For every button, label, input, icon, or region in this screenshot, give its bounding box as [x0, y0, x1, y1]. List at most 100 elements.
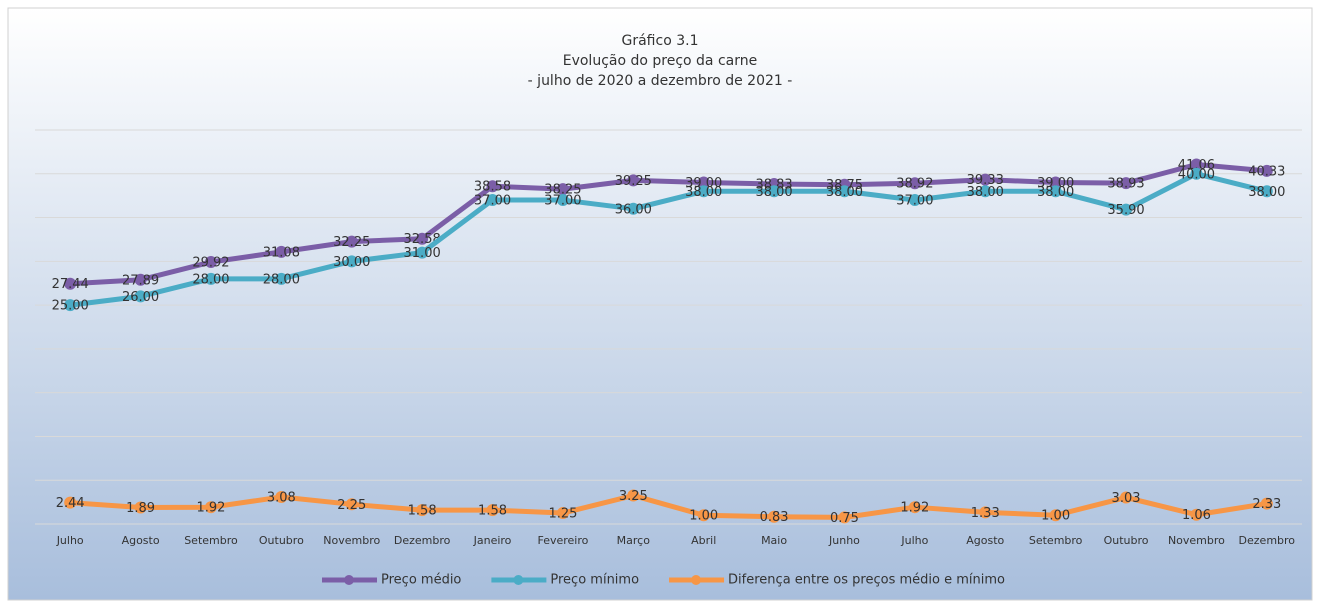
- data-label: 39.25: [615, 174, 652, 189]
- x-tick-label: Dezembro: [1239, 534, 1296, 547]
- series-line: [70, 161, 1268, 287]
- data-label: 2.44: [56, 496, 85, 511]
- point: [204, 272, 217, 285]
- point: [486, 180, 499, 193]
- point: [64, 299, 77, 312]
- point: [908, 501, 921, 514]
- point: [1120, 491, 1133, 504]
- point: [1120, 203, 1133, 216]
- x-tick-label: Novembro: [1168, 534, 1225, 547]
- point: [134, 290, 147, 303]
- x-tick-label: Outubro: [1104, 534, 1149, 547]
- data-label: 31.08: [263, 245, 300, 260]
- chart-title: - julho de 2020 a dezembro de 2021 -: [528, 73, 793, 89]
- point: [556, 194, 569, 207]
- data-label: 39.33: [967, 173, 1004, 188]
- point: [134, 273, 147, 286]
- data-label: 38.00: [826, 185, 863, 200]
- data-label: 31.00: [404, 246, 441, 261]
- point: [1190, 508, 1203, 521]
- data-label: 37.00: [474, 194, 511, 209]
- data-label: 37.00: [544, 194, 581, 209]
- data-label: 3.08: [267, 491, 296, 506]
- x-tick-label: Agosto: [966, 534, 1004, 547]
- data-label: 38.00: [1248, 185, 1285, 200]
- point: [486, 504, 499, 517]
- point: [908, 194, 921, 207]
- point: [275, 272, 288, 285]
- point: [556, 183, 569, 196]
- point: [627, 202, 640, 215]
- data-label: 38.00: [967, 185, 1004, 200]
- point: [1049, 185, 1062, 198]
- point: [416, 504, 429, 517]
- series-line: [70, 493, 1268, 520]
- x-tick-label: Setembro: [1029, 534, 1083, 547]
- point: [486, 194, 499, 207]
- data-label: 3.03: [1112, 491, 1141, 506]
- chart-title: Gráfico 3.1: [622, 33, 699, 49]
- point: [1260, 497, 1273, 510]
- data-label: 1.00: [1041, 509, 1070, 524]
- point: [627, 489, 640, 502]
- legend-swatch: [344, 575, 354, 585]
- point: [204, 501, 217, 514]
- point: [979, 506, 992, 519]
- point: [1260, 164, 1273, 177]
- data-label: 1.06: [1182, 508, 1211, 523]
- point: [979, 173, 992, 186]
- data-label: 1.92: [196, 501, 225, 516]
- point: [345, 498, 358, 511]
- data-label: 1.58: [408, 504, 437, 519]
- data-label: 38.00: [755, 185, 792, 200]
- data-label: 25.00: [52, 299, 89, 314]
- x-tick-label: Abril: [691, 534, 716, 547]
- point: [64, 496, 77, 509]
- point: [556, 507, 569, 520]
- data-label: 28.00: [192, 272, 229, 287]
- data-label: 36.00: [615, 202, 652, 217]
- data-label: 41.06: [1178, 158, 1215, 173]
- x-tick-label: Outubro: [259, 534, 304, 547]
- x-tick-label: Julho: [900, 534, 928, 547]
- point: [1260, 185, 1273, 198]
- data-label: 28.00: [263, 272, 300, 287]
- point: [697, 185, 710, 198]
- point: [768, 510, 781, 523]
- x-tick-label: Janeiro: [473, 534, 512, 547]
- data-label: 1.33: [971, 506, 1000, 521]
- data-label: 39.00: [685, 176, 722, 191]
- data-label: 35.90: [1107, 203, 1144, 218]
- point: [1049, 509, 1062, 522]
- point: [627, 174, 640, 187]
- data-label: 38.83: [755, 178, 792, 193]
- data-label: 38.00: [1037, 185, 1074, 200]
- point: [64, 277, 77, 290]
- data-label: 1.25: [548, 507, 577, 522]
- legend-label: Preço médio: [381, 573, 461, 588]
- legend-swatch: [513, 575, 524, 585]
- point: [134, 501, 147, 514]
- data-label: 2.25: [337, 498, 366, 513]
- data-label: 27.44: [52, 277, 89, 292]
- point: [838, 511, 851, 524]
- point: [275, 245, 288, 258]
- data-label: 26.00: [122, 290, 159, 305]
- x-tick-label: Agosto: [122, 534, 160, 547]
- point: [416, 232, 429, 245]
- data-label: 29.92: [192, 256, 229, 271]
- x-tick-label: Fevereiro: [537, 534, 588, 547]
- point: [908, 177, 921, 190]
- point: [1190, 158, 1203, 171]
- data-label: 1.58: [478, 504, 507, 519]
- data-label: 30.00: [333, 255, 370, 270]
- point: [1049, 176, 1062, 189]
- legend-label: Preço mínimo: [550, 573, 639, 588]
- point: [697, 176, 710, 189]
- point: [416, 246, 429, 259]
- x-tick-label: Setembro: [184, 534, 238, 547]
- x-tick-label: Novembro: [323, 534, 380, 547]
- x-tick-label: Dezembro: [394, 534, 451, 547]
- legend-swatch: [691, 575, 702, 585]
